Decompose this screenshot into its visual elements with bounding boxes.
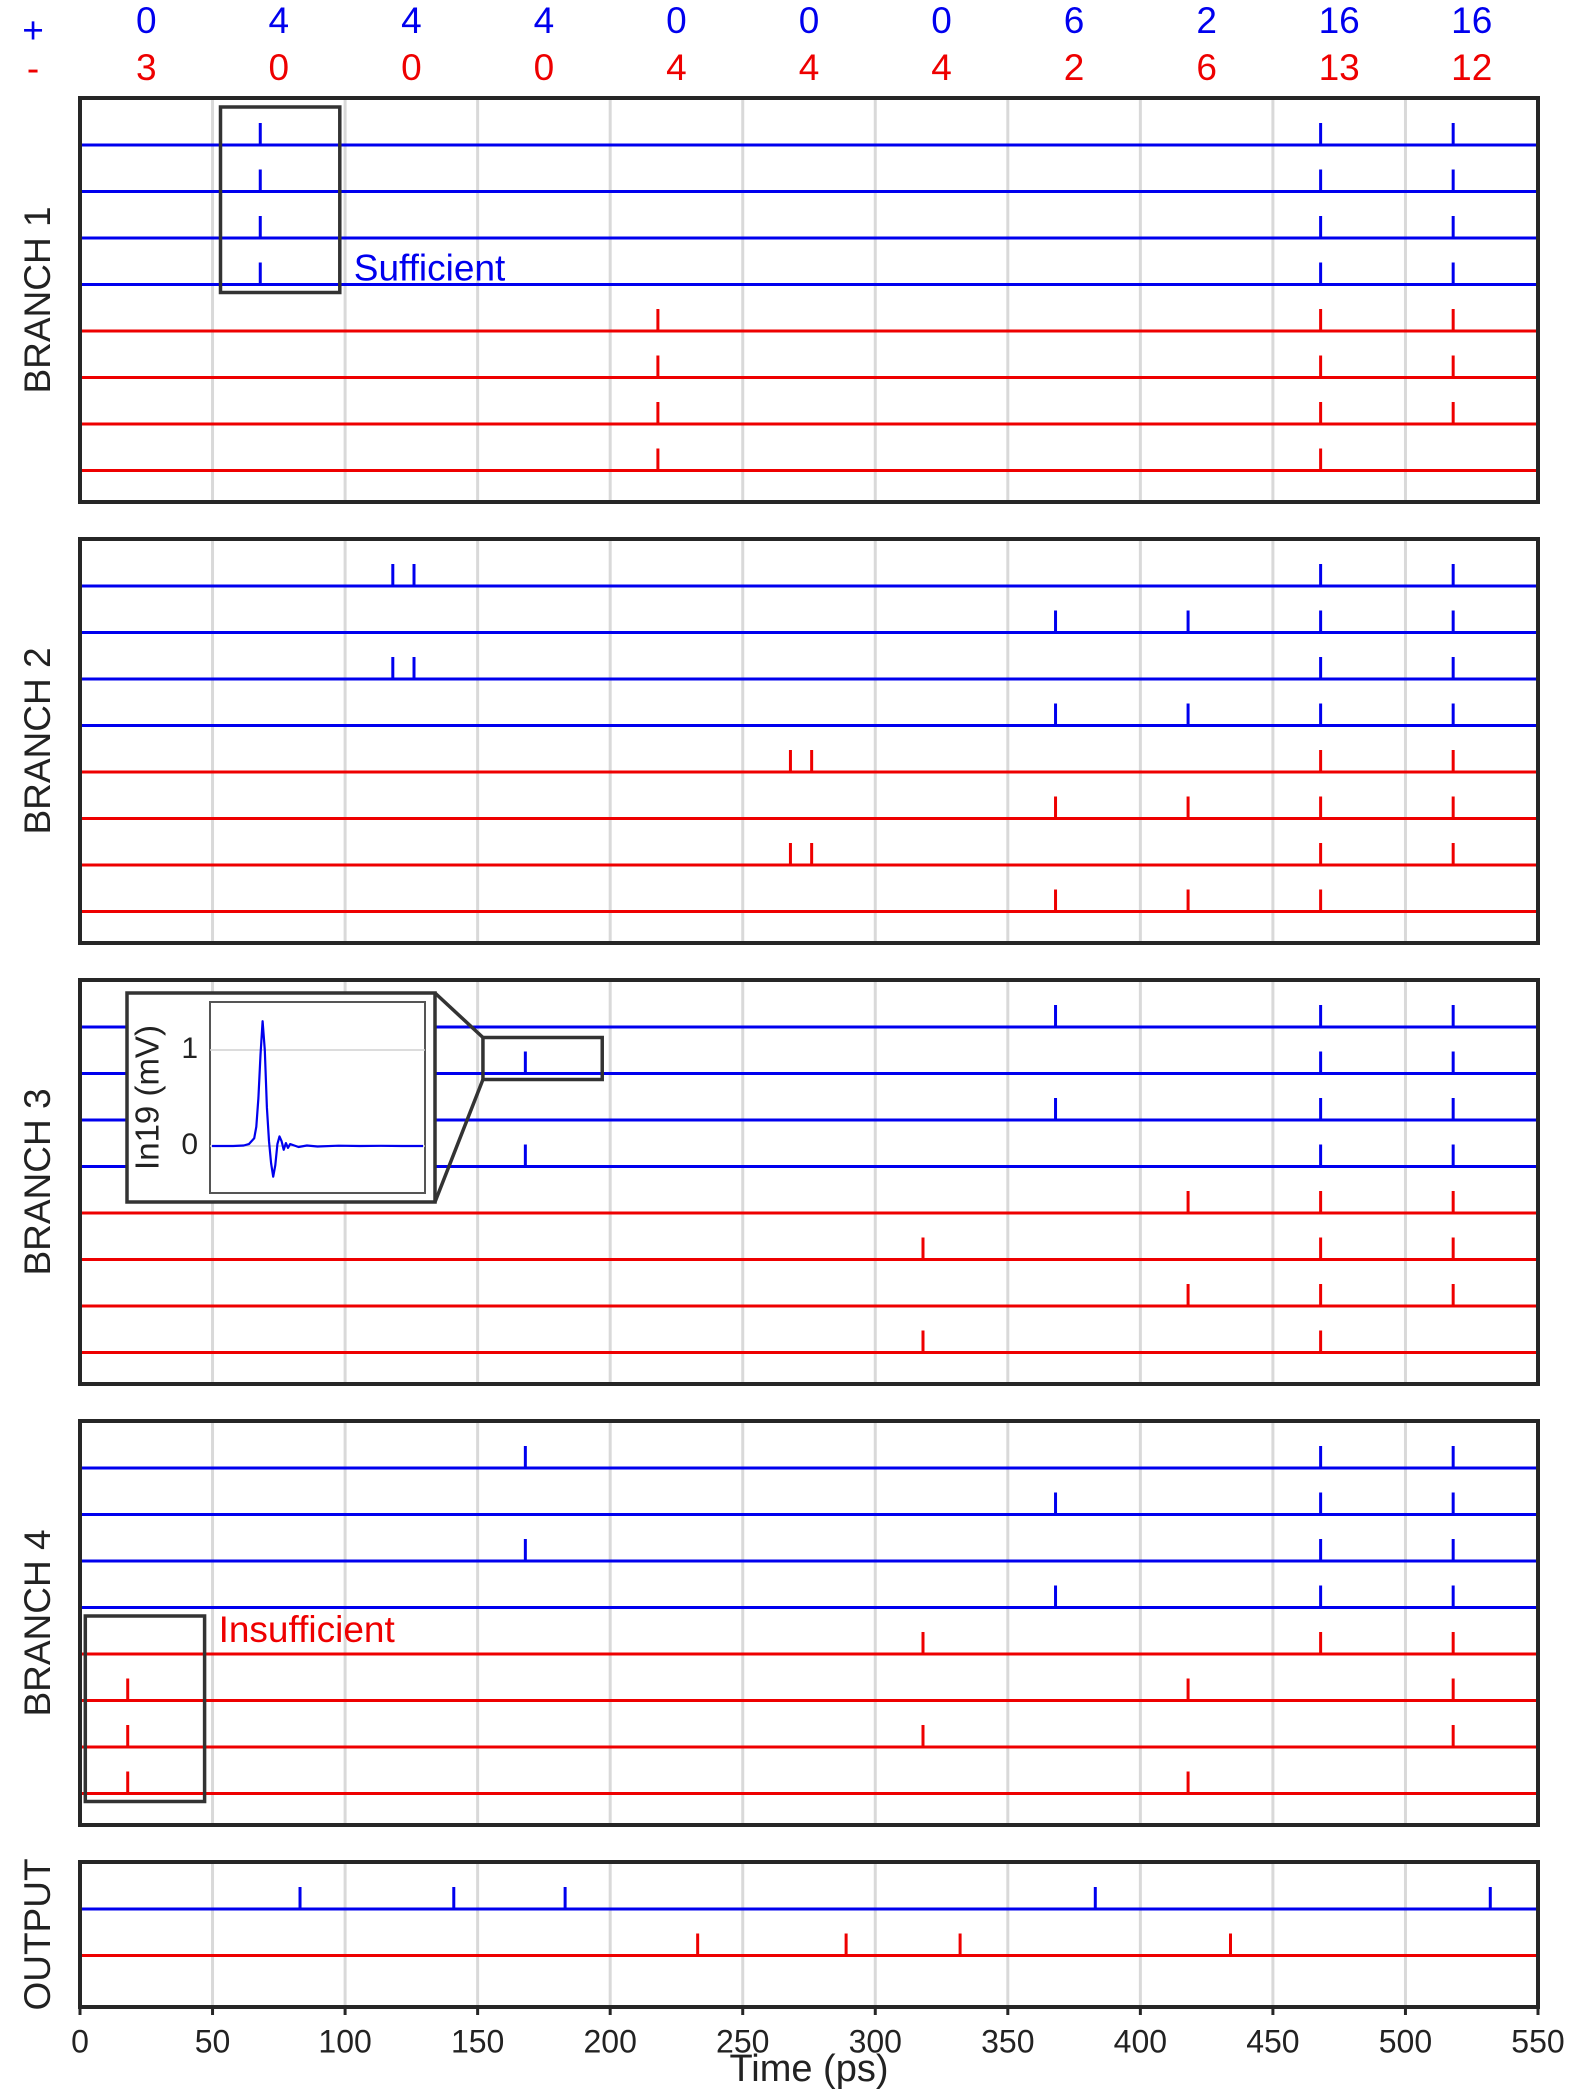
inset-voltage-trace	[212, 1020, 423, 1178]
negative-count: 3	[136, 47, 157, 88]
positive-count: 6	[1064, 0, 1085, 41]
annotations-layer: Sufficient Insufficient	[83, 105, 506, 1804]
positive-count: 4	[534, 0, 555, 41]
positive-count: 4	[401, 0, 422, 41]
annotation-box	[218, 105, 342, 295]
panel-frame	[78, 1419, 1540, 1827]
inset-axes-frame	[209, 1001, 426, 1194]
x-axis-label: Time (ps)	[729, 2048, 888, 2090]
negative-count: 13	[1319, 47, 1360, 88]
panel-label: BRANCH 3	[17, 1088, 58, 1275]
labels-layer: BRANCH 1 BRANCH 2 BRANCH 3 BRANCH 4 OUTPUT +-…	[17, 0, 1565, 2090]
inset-connector	[433, 991, 485, 1039]
inset-y-tick-label: 0	[181, 1128, 198, 1161]
grid-layer	[211, 98, 1407, 2007]
negative-count: 12	[1451, 47, 1492, 88]
positive-count: 0	[136, 0, 157, 41]
panel-label: BRANCH 4	[17, 1529, 58, 1716]
negative-count: 4	[931, 47, 952, 88]
negative-count: 0	[534, 47, 555, 88]
positive-count-symbol: +	[22, 10, 44, 51]
negative-count: 0	[401, 47, 422, 88]
panel-label: BRANCH 1	[17, 206, 58, 393]
negative-count: 4	[666, 47, 687, 88]
x-tick-label: 250	[716, 2023, 769, 2059]
panel-frame	[78, 978, 1540, 1386]
x-tick-label: 0	[71, 2023, 89, 2059]
negative-count-symbol: -	[27, 48, 39, 89]
x-tick-label: 550	[1511, 2023, 1564, 2059]
negative-count: 4	[799, 47, 820, 88]
positive-count: 16	[1451, 0, 1492, 41]
x-tick-label: 450	[1246, 2023, 1299, 2059]
panel-label: BRANCH 2	[17, 647, 58, 834]
negative-count: 6	[1196, 47, 1217, 88]
x-tick-label: 150	[451, 2023, 504, 2059]
x-tick-label: 50	[195, 2023, 231, 2059]
annotation-box	[83, 1614, 207, 1804]
x-tick-label: 350	[981, 2023, 1034, 2059]
x-tick-label: 400	[1114, 2023, 1167, 2059]
x-tick-label: 100	[318, 2023, 371, 2059]
positive-count: 0	[799, 0, 820, 41]
negative-count: 2	[1064, 47, 1085, 88]
panel-frame	[78, 96, 1540, 504]
x-tick-label: 300	[849, 2023, 902, 2059]
annotation-label: Insufficient	[219, 1609, 396, 1650]
positive-count: 0	[931, 0, 952, 41]
x-tick-label: 500	[1379, 2023, 1432, 2059]
inset-y-axis-label: In19 (mV)	[129, 1025, 166, 1170]
negative-count: 0	[269, 47, 290, 88]
positive-count: 4	[269, 0, 290, 41]
panel-frames-layer	[78, 96, 1540, 2009]
positive-count: 16	[1319, 0, 1360, 41]
annotation-label: Sufficient	[354, 247, 506, 288]
panel-frame	[78, 1860, 1540, 2009]
inset-y-tick-label: 1	[181, 1032, 198, 1065]
panel-label: OUTPUT	[17, 1858, 58, 2010]
panel-frame	[78, 537, 1540, 945]
positive-count: 2	[1196, 0, 1217, 41]
positive-count: 0	[666, 0, 687, 41]
inset-layer: 1 0 In19 (mV)	[125, 991, 604, 1204]
zoom-box	[481, 1035, 604, 1082]
x-tick-label: 200	[583, 2023, 636, 2059]
spikes-layer	[126, 123, 1492, 1956]
inset-connector	[433, 1078, 485, 1203]
inset-frame	[125, 991, 437, 1204]
